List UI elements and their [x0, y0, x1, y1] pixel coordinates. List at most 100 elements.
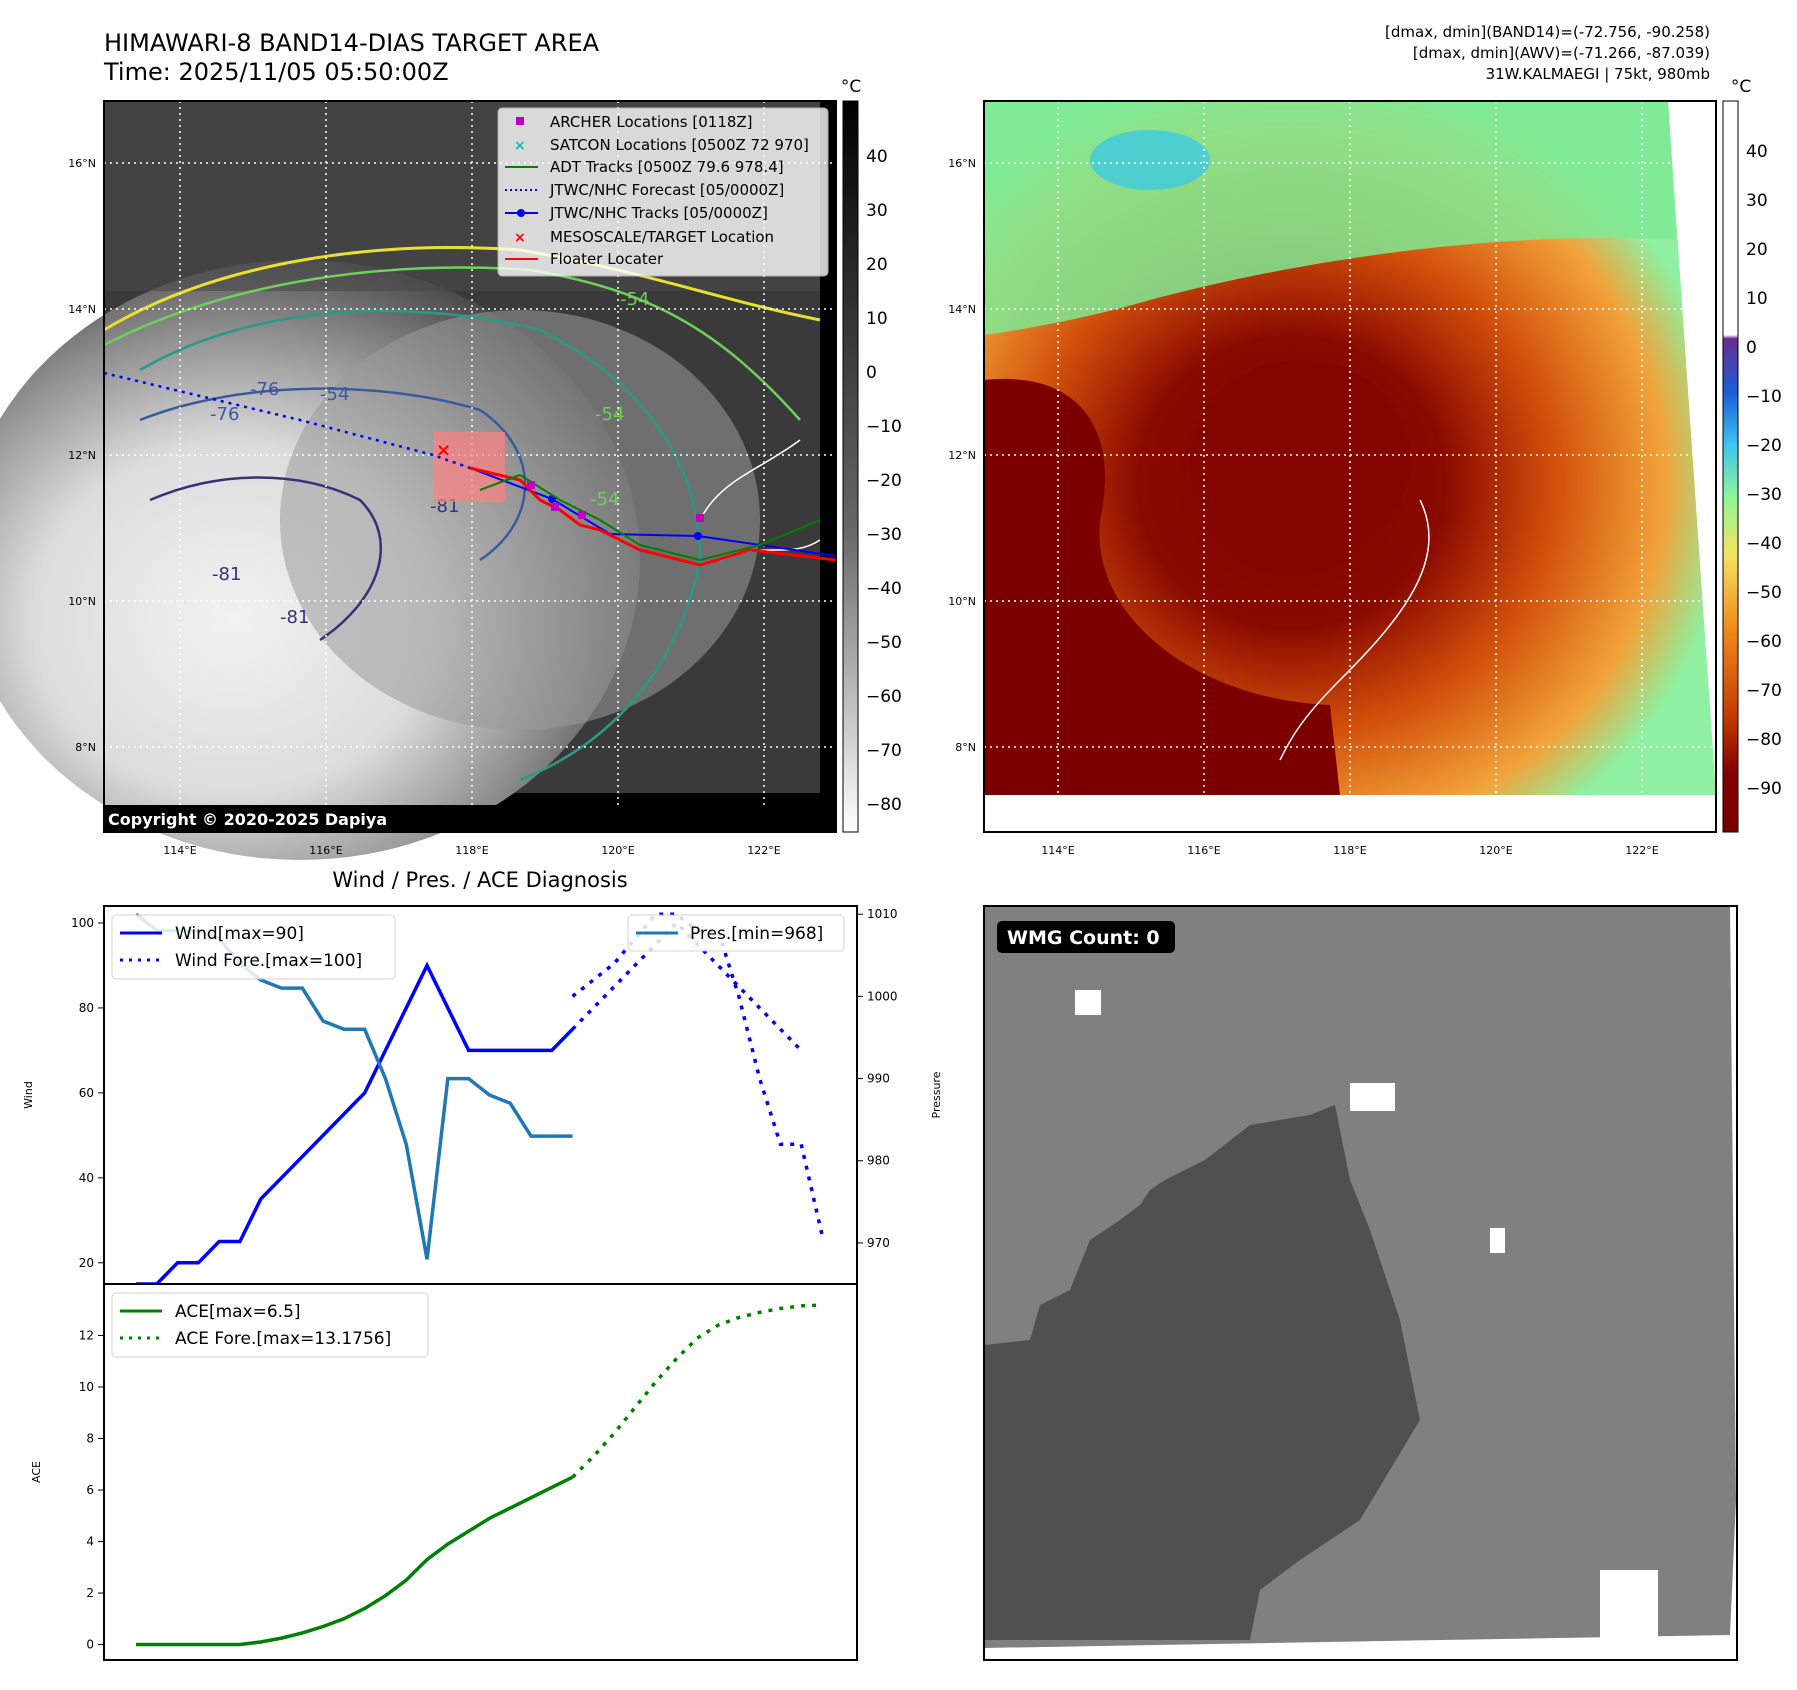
cb-tick: 10: [1746, 289, 1768, 309]
legend-satcon: SATCON Locations [0500Z 72 970]: [550, 136, 809, 154]
legend-ace: ACE[max=6.5]: [175, 1302, 301, 1322]
copyright: Copyright © 2020-2025 Dapiya: [108, 810, 387, 829]
legend-target-icon: ×: [514, 230, 526, 246]
adt-track: [479, 473, 821, 562]
contour-label: -54: [620, 289, 649, 310]
map1-frame: [103, 100, 837, 833]
wmg-frame: [983, 905, 1738, 1661]
cb-tick: −80: [1746, 730, 1782, 750]
contour-label: -54: [595, 404, 624, 425]
ace-yticks: 0 2 4 6 8 10 12: [79, 1329, 104, 1652]
legend-target: MESOSCALE/TARGET Location: [550, 228, 774, 246]
cb-tick: −30: [1746, 485, 1782, 505]
contour-label: -76: [210, 404, 239, 425]
map2-cold-cloud: [1090, 130, 1210, 190]
cb-tick: 30: [1746, 191, 1768, 211]
cb-tick: 20: [866, 255, 888, 275]
pressure-ytick-label: 970: [867, 1236, 890, 1250]
contour-label: -54: [590, 489, 619, 510]
ace-chart: ACE 0 2 4 6 8 10 12 ACE[max=6.5] ACE Fore.[max…: [30, 1283, 858, 1661]
cb-tick: −70: [1746, 681, 1782, 701]
wmg-clear-patch: [1600, 1570, 1658, 1640]
info-band14: [dmax, dmin](BAND14)=(-72.756, -90.258): [1385, 23, 1710, 41]
legend-ace-forecast: ACE Fore.[max=13.1756]: [175, 1329, 391, 1349]
cb-tick: 30: [866, 201, 888, 221]
ace-ytick-label: 4: [86, 1535, 94, 1549]
archer-marker: [551, 503, 559, 511]
pressure-ylabel: Pressure: [930, 1071, 943, 1118]
cb-tick: 40: [1746, 142, 1768, 162]
colorbar2-unit: °C: [1731, 77, 1751, 97]
wind-ytick-label: 40: [79, 1171, 94, 1185]
lat-tick: 16°N: [948, 157, 976, 170]
lat-tick: 16°N: [68, 157, 96, 170]
legend-archer: ARCHER Locations [0118Z]: [550, 113, 753, 131]
cb-tick: −10: [1746, 387, 1782, 407]
contour-blue: [139, 387, 527, 562]
wind-ytick-label: 20: [79, 1256, 94, 1270]
legend-satcon-icon: ×: [514, 138, 526, 154]
map2-lon-ticks: 114°E 116°E 118°E 120°E 122°E: [1041, 844, 1658, 857]
map2-eye-region: [1190, 360, 1410, 560]
map1-lon-ticks: 114°E 116°E 118°E 120°E 122°E: [163, 844, 780, 857]
map2-panel: 16°N 14°N 12°N 10°N 8°N 114°E 116°E 118°…: [948, 100, 1717, 857]
legend-forecast: JTWC/NHC Forecast [05/0000Z]: [549, 181, 784, 199]
wind-ylabel: Wind: [22, 1081, 35, 1109]
cb-tick: 10: [866, 309, 888, 329]
cb-tick: −20: [1746, 436, 1782, 456]
figure-title: HIMAWARI-8 BAND14-DIAS TARGET AREA: [104, 29, 600, 57]
cb-tick: −60: [866, 687, 902, 707]
cb-tick: −60: [1746, 632, 1782, 652]
wind-ytick-label: 80: [79, 1001, 94, 1015]
lon-tick: 120°E: [1479, 844, 1512, 857]
wind-yticks: 20 40 60 80 100: [71, 916, 104, 1270]
lon-tick: 122°E: [1625, 844, 1658, 857]
archer-marker: [578, 511, 586, 519]
contour-teal: [139, 309, 702, 782]
cb-tick: −10: [866, 417, 902, 437]
wind-series-line-4: [799, 1143, 824, 1236]
colorbar1-unit: °C: [841, 77, 861, 97]
legend-floater: Floater Locater: [550, 250, 664, 268]
ace-ylabel: ACE: [30, 1461, 43, 1483]
wind-legend: [111, 914, 396, 980]
mesoscale-target-marker: ×: [436, 440, 451, 461]
colorbar2-gradient: [1722, 100, 1739, 833]
lon-tick: 114°E: [163, 844, 196, 857]
wmg-count: WMG Count: 0: [1007, 927, 1160, 949]
cb-tick: −70: [866, 741, 902, 761]
wmg-clear-patch: [1490, 1228, 1505, 1253]
legend-archer-icon: [516, 117, 524, 125]
cb-tick: −20: [866, 471, 902, 491]
pressure-ytick-label: 980: [867, 1154, 890, 1168]
legend-wind-forecast: Wind Fore.[max=100]: [175, 951, 362, 971]
ace-ytick-label: 0: [86, 1638, 94, 1652]
cb-tick: −50: [1746, 583, 1782, 603]
ace-series-line-0: [136, 1475, 574, 1647]
figure-time: Time: 2025/11/05 05:50:00Z: [103, 58, 449, 86]
ace-legend: [111, 1292, 429, 1358]
lon-tick: 120°E: [601, 844, 634, 857]
legend-tracks: JTWC/NHC Tracks [05/0000Z]: [549, 204, 768, 222]
map2-frame: [983, 100, 1717, 833]
lat-tick: 12°N: [948, 449, 976, 462]
ace-lines: [136, 1303, 823, 1647]
cb-tick: −90: [1746, 779, 1782, 799]
wmg-panel: WMG Count: 0: [983, 905, 1738, 1661]
colorbar1-ticks: 40 30 20 10 0 −10 −20 −30 −40 −50 −60 −7…: [866, 147, 902, 815]
colorbar1: °C 40 30 20 10 0 −10 −20 −30 −40 −50 −60…: [841, 77, 902, 833]
map1-legend: [497, 107, 829, 277]
contour-label: -81: [212, 564, 241, 585]
map2-gridlines: [984, 101, 1716, 795]
lon-tick: 118°E: [1333, 844, 1366, 857]
cb-tick: 20: [1746, 240, 1768, 260]
info-storm: 31W.KALMAEGI | 75kt, 980mb: [1486, 65, 1710, 83]
jtwc-point: [694, 532, 702, 540]
coastline: [1279, 499, 1430, 761]
legend-adt: ADT Tracks [0500Z 79.6 978.4]: [550, 158, 784, 176]
lon-tick: 122°E: [747, 844, 780, 857]
contour-label: -76: [250, 379, 279, 400]
cb-tick: −50: [866, 633, 902, 653]
wind-pressure-chart: Wind / Pres. / ACE Diagnosis Wind Pressu…: [22, 868, 943, 1286]
